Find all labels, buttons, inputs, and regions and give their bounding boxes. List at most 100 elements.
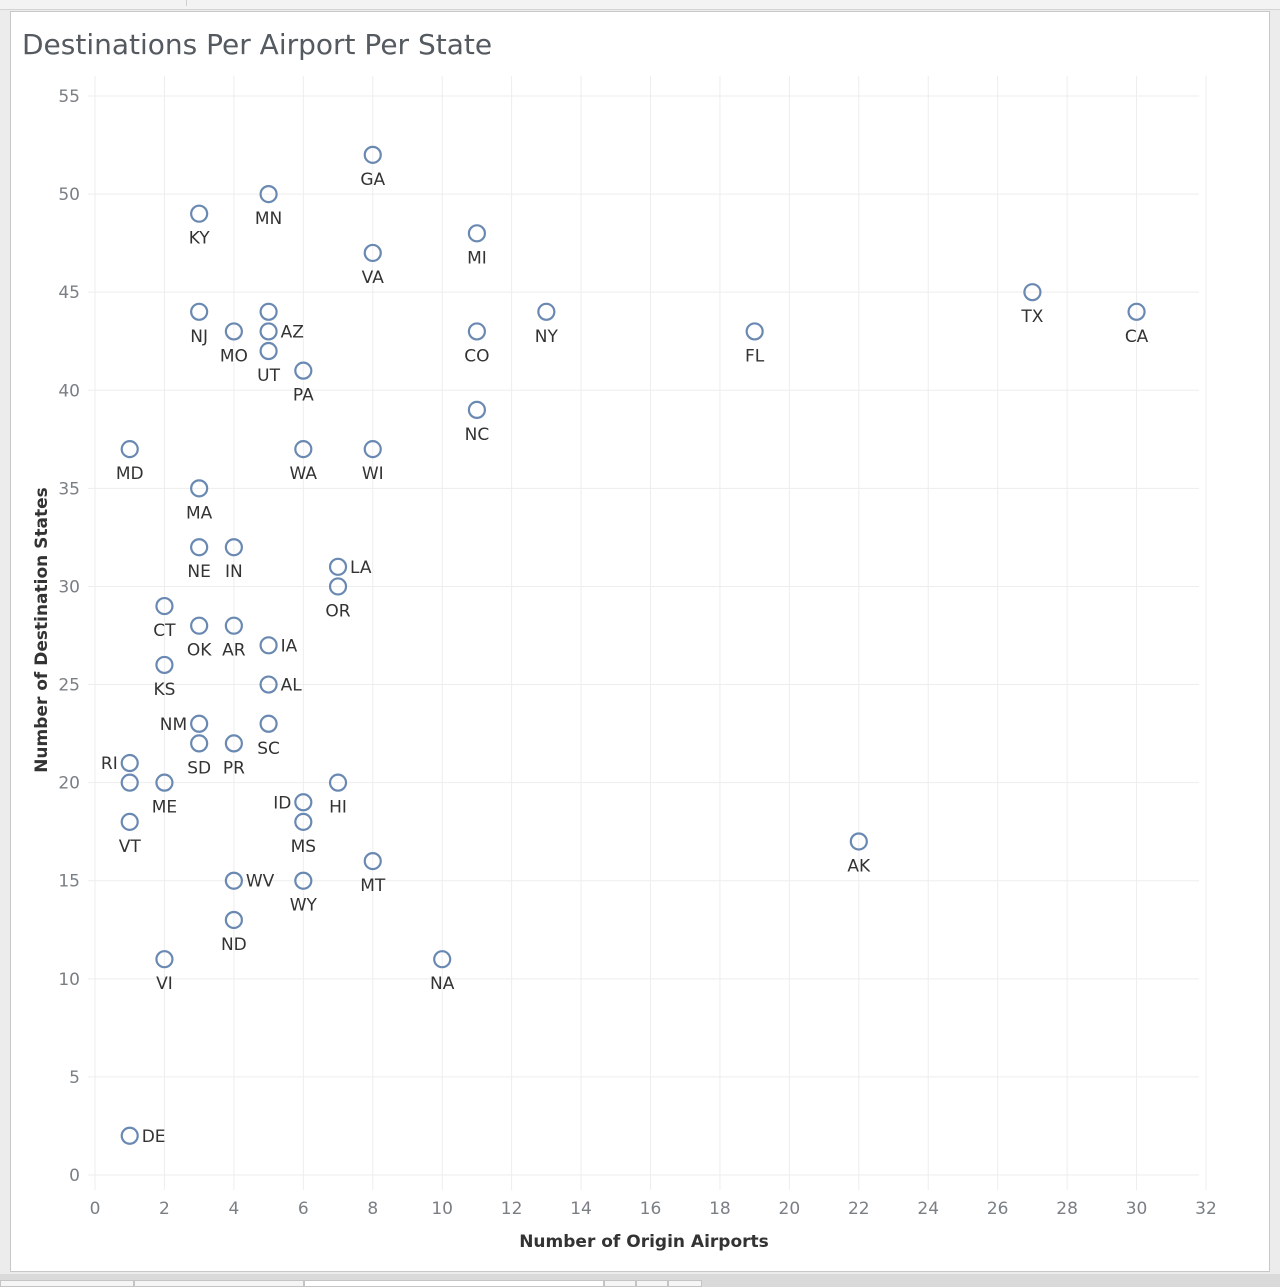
data-point[interactable]: [120, 1126, 139, 1145]
data-point[interactable]: [745, 322, 764, 341]
data-point[interactable]: [155, 655, 174, 675]
data-point[interactable]: [259, 341, 278, 361]
data-point[interactable]: [294, 361, 313, 380]
x-tick-label: 6: [298, 1199, 309, 1219]
data-point[interactable]: [224, 734, 243, 753]
sheet-tab-bar: [0, 1274, 1280, 1287]
data-point[interactable]: [190, 204, 209, 223]
data-label: SD: [187, 758, 211, 778]
axis-tick-labels: 0 2 4 6 8 10 12 14 16 18 20 22 24 26 28 30 3205101520253…: [58, 87, 1216, 1219]
data-point[interactable]: [294, 440, 313, 459]
y-tick-label: 30: [58, 577, 80, 597]
data-label: KS: [153, 680, 175, 700]
data-point[interactable]: [328, 773, 348, 792]
data-point[interactable]: [120, 812, 139, 831]
data-point[interactable]: [294, 871, 313, 890]
data-point[interactable]: [120, 773, 139, 792]
data-point[interactable]: [259, 322, 278, 341]
sheet-tab[interactable]: [304, 1280, 604, 1287]
data-label: NE: [187, 562, 210, 582]
data-point[interactable]: [259, 675, 278, 694]
y-tick-label: 45: [58, 283, 80, 303]
data-label: AR: [222, 641, 246, 661]
sheet-tab[interactable]: [668, 1280, 702, 1287]
x-tick-label: 2: [159, 1199, 170, 1219]
data-label: MI: [467, 248, 487, 268]
data-label: ND: [221, 935, 247, 955]
data-point[interactable]: [224, 538, 243, 557]
data-point[interactable]: [467, 322, 487, 341]
data-point[interactable]: [1023, 283, 1042, 302]
data-point[interactable]: [363, 440, 382, 459]
data-point[interactable]: [433, 950, 452, 969]
chart-title: Destinations Per Airport Per State: [22, 28, 493, 61]
data-label: DE: [142, 1127, 166, 1147]
sheet-tab[interactable]: [604, 1280, 636, 1287]
data-point[interactable]: [259, 184, 278, 204]
data-point[interactable]: [224, 910, 243, 930]
y-tick-label: 55: [58, 87, 80, 107]
data-point[interactable]: [224, 322, 243, 341]
x-tick-label: 10: [431, 1199, 453, 1219]
data-point[interactable]: [120, 440, 139, 459]
chart-panel: [10, 11, 1270, 1272]
y-tick-label: 20: [58, 774, 80, 794]
data-point[interactable]: [259, 714, 278, 733]
data-point[interactable]: [155, 773, 174, 792]
data-point[interactable]: [294, 812, 313, 831]
data-point[interactable]: [190, 538, 209, 557]
data-point[interactable]: [190, 734, 209, 753]
top-toolbar-strip: [0, 0, 1280, 10]
data-point[interactable]: [259, 302, 278, 321]
x-tick-label: 24: [917, 1199, 939, 1219]
data-label: NJ: [190, 327, 208, 347]
data-point[interactable]: [155, 950, 174, 969]
data-points: [120, 145, 1146, 1145]
data-label: VI: [156, 974, 173, 994]
data-point[interactable]: [328, 577, 348, 596]
data-point[interactable]: [1127, 302, 1146, 321]
data-point[interactable]: [155, 596, 174, 616]
data-label: GA: [360, 170, 385, 190]
x-axis-title: Number of Origin Airports: [519, 1232, 769, 1252]
data-point[interactable]: [537, 302, 556, 321]
sheet-tab[interactable]: [134, 1280, 304, 1287]
sheet-tab[interactable]: [636, 1280, 668, 1287]
data-label: MT: [360, 876, 386, 896]
data-point[interactable]: [120, 753, 139, 773]
data-point[interactable]: [363, 243, 382, 263]
data-label: OR: [325, 601, 350, 621]
x-tick-label: 28: [1056, 1199, 1078, 1219]
x-tick-label: 8: [367, 1199, 378, 1219]
data-label: CT: [153, 621, 176, 641]
data-point[interactable]: [467, 224, 487, 243]
data-point[interactable]: [363, 852, 382, 871]
data-label: MN: [255, 209, 282, 229]
data-point[interactable]: [467, 400, 487, 419]
data-label: MO: [220, 346, 248, 366]
data-label: KY: [189, 229, 211, 249]
data-point[interactable]: [294, 793, 313, 812]
data-point[interactable]: [259, 636, 278, 655]
data-label: ID: [273, 793, 291, 813]
data-label: VT: [119, 837, 142, 857]
y-tick-label: 10: [58, 970, 80, 990]
data-label: RI: [101, 754, 118, 774]
data-point[interactable]: [190, 616, 209, 635]
y-tick-label: 0: [69, 1166, 80, 1186]
x-tick-label: 22: [848, 1199, 870, 1219]
data-point[interactable]: [190, 302, 209, 321]
data-point[interactable]: [224, 616, 243, 635]
data-point[interactable]: [224, 871, 243, 890]
y-tick-label: 50: [58, 185, 80, 205]
data-point[interactable]: [363, 145, 382, 164]
data-point[interactable]: [190, 714, 209, 733]
data-label: WV: [246, 872, 275, 892]
data-point[interactable]: [190, 479, 209, 498]
sheet-tab[interactable]: [0, 1280, 134, 1287]
data-label: MA: [186, 503, 213, 523]
y-tick-label: 15: [58, 872, 80, 892]
data-label: UT: [257, 366, 280, 386]
data-point[interactable]: [849, 832, 868, 851]
data-point[interactable]: [328, 557, 348, 576]
